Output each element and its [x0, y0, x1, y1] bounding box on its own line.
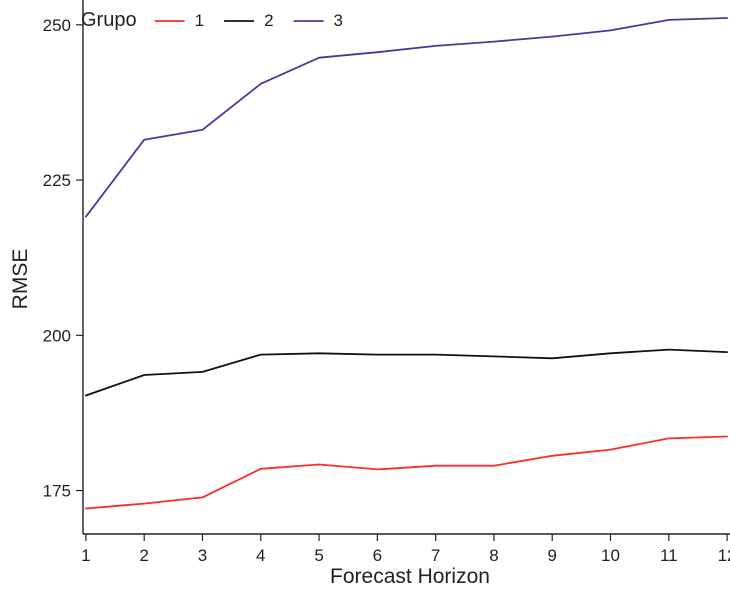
x-tick-label: 8 [489, 546, 498, 565]
x-axis-ticks: 123456789101112 [81, 534, 730, 565]
x-tick-label: 6 [373, 546, 382, 565]
series-lines [85, 17, 728, 510]
x-tick-label: 10 [601, 546, 620, 565]
legend-label-3: 3 [334, 11, 343, 30]
series-line-2 [85, 348, 728, 397]
series-line-1 [85, 435, 728, 510]
x-tick-label: 4 [256, 546, 265, 565]
x-tick-label: 7 [431, 546, 440, 565]
legend: Grupo 1 2 3 [81, 9, 343, 31]
y-tick-label: 175 [43, 482, 71, 501]
x-tick-label: 9 [547, 546, 556, 565]
y-axis-title: RMSE [9, 249, 32, 310]
x-tick-label: 3 [198, 546, 207, 565]
x-tick-label: 11 [660, 546, 678, 565]
legend-label-2: 2 [264, 11, 273, 30]
y-tick-label: 250 [43, 16, 71, 35]
legend-title: Grupo [81, 9, 137, 31]
y-tick-label: 225 [43, 171, 71, 190]
y-tick-label: 200 [43, 326, 71, 345]
x-tick-label: 2 [139, 546, 148, 565]
legend-label-1: 1 [195, 11, 204, 30]
x-tick-label: 1 [81, 546, 90, 565]
x-tick-label: 5 [314, 546, 323, 565]
x-axis-title: Forecast Horizon [330, 565, 490, 588]
x-tick-label: 12 [718, 546, 730, 565]
plot-area [82, 0, 730, 535]
y-axis-ticks: 175 200 225 250 [43, 16, 83, 501]
series-line-3 [85, 17, 728, 218]
